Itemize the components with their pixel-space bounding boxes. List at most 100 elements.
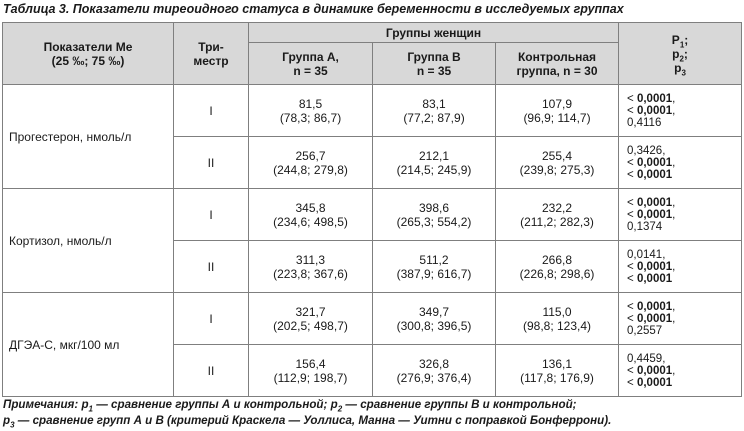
median-value: 255,4 xyxy=(542,148,573,163)
p-value: 0,0141, xyxy=(627,248,666,261)
quartile-range: (98,8; 123,4) xyxy=(522,318,592,333)
value-cell-a: 81,5 (78,3; 86,7) xyxy=(248,84,373,137)
quartile-range: (112,9; 198,7) xyxy=(273,370,348,385)
p-value: 0,2557 xyxy=(627,324,663,337)
p-value: 0,3426, xyxy=(627,144,666,157)
median-value: 511,2 xyxy=(419,252,449,267)
median-value: 136,1 xyxy=(542,356,573,371)
notes-line-2: p3 — сравнение групп А и В (критерий Кра… xyxy=(3,414,612,430)
median-value: 311,3 xyxy=(295,252,326,267)
p-value: < 0,0001 xyxy=(627,272,673,285)
median-value: 212,1 xyxy=(418,148,450,163)
quartile-range: (117,8; 176,9) xyxy=(520,370,594,385)
p-value-cell: < 0,0001, < 0,0001, 0,2557 xyxy=(618,292,743,345)
indicator-cell: Кортизол, нмоль/л xyxy=(2,188,174,293)
p-value: 0,1374 xyxy=(627,220,663,233)
header-trimester: Три- местр xyxy=(173,22,249,85)
quartile-range: (214,5; 245,9) xyxy=(396,162,472,177)
median-value: 321,7 xyxy=(295,304,326,319)
value-cell-b: 511,2 (387,9; 616,7) xyxy=(372,240,496,293)
p-label-1: P1; xyxy=(671,32,689,49)
trimester-cell: II xyxy=(173,240,249,293)
quartile-range: (387,9; 616,7) xyxy=(396,266,472,281)
value-cell-c: 232,2 (211,2; 282,3) xyxy=(494,188,620,241)
value-cell-c: 115,0 (98,8; 123,4) xyxy=(494,292,620,345)
header-group-a: Группа А, n = 35 xyxy=(248,42,373,85)
notes-line-1: Примечания: p1 — сравнение группы А и ко… xyxy=(3,398,577,414)
p-value: < 0,0001 xyxy=(627,376,673,389)
table-row: Кортизол, нмоль/л I 345,8 (234,6; 498,5) 398… xyxy=(2,188,743,293)
median-value: 156,4 xyxy=(295,356,326,371)
trimester-cell: II xyxy=(173,344,249,397)
quartile-range: (226,8; 298,6) xyxy=(519,266,595,281)
p-value: < 0,0001, xyxy=(627,300,676,313)
table-row: Прогестерон, нмоль/л I 81,5 (78,3; 86,7) 83,… xyxy=(2,84,743,189)
table-row: II 256,7 (244,8; 279,8) 212,1 (214,5; 245,9)… xyxy=(3,136,743,189)
p-value: < 0,0001, xyxy=(627,208,676,221)
p-value: < 0,0001, xyxy=(627,260,676,273)
value-cell-c: 136,1 (117,8; 176,9) xyxy=(494,344,620,397)
median-value: 349,7 xyxy=(418,304,450,319)
quartile-range: (239,8; 275,3) xyxy=(519,162,595,177)
table-notes: Примечания: p1 — сравнение группы А и ко… xyxy=(3,397,743,429)
value-cell-a: 321,7 (202,5; 498,7) xyxy=(248,292,373,345)
median-value: 115,0 xyxy=(542,304,572,319)
value-cell-c: 255,4 (239,8; 275,3) xyxy=(494,136,620,189)
header-indicator: Показатели Ме (25 ‰; 75 ‰) xyxy=(2,22,174,85)
p-value: < 0,0001, xyxy=(627,92,676,105)
table-row: ДГЭА-С, мкг/100 мл I 321,7 (202,5; 498,7) 34… xyxy=(2,292,743,397)
quartile-range: (96,9; 114,7) xyxy=(523,110,591,125)
value-cell-b: 349,7 (300,8; 396,5) xyxy=(372,292,496,345)
value-cell-a: 156,4 (112,9; 198,7) xyxy=(248,344,373,397)
p-value-cell: 0,4459, < 0,0001, < 0,0001 xyxy=(618,344,743,397)
quartile-range: (202,5; 498,7) xyxy=(273,318,348,333)
quartile-range: (300,8; 396,5) xyxy=(396,318,472,333)
quartile-range: (77,2; 87,9) xyxy=(403,110,465,125)
median-value: 398,6 xyxy=(418,200,450,215)
median-value: 326,8 xyxy=(418,356,450,371)
value-cell-c: 266,8 (226,8; 298,6) xyxy=(494,240,620,293)
quartile-range: (276,9; 376,4) xyxy=(396,370,472,385)
quartile-range: (223,8; 367,6) xyxy=(273,266,348,281)
table-row: II 156,4 (112,9; 198,7) 326,8 (276,9; 376,4)… xyxy=(3,344,743,397)
table-caption: Таблица 3. Показатели тиреоидного статус… xyxy=(3,2,624,16)
median-value: 81,5 xyxy=(298,96,323,111)
trimester-cell: I xyxy=(173,188,249,241)
header-p-values: P1; p2; p3 xyxy=(618,22,743,85)
median-value: 345,8 xyxy=(295,200,326,215)
p-value-cell: 0,3426, < 0,0001, < 0,0001 xyxy=(618,136,743,189)
p-value: 0,4459, xyxy=(627,352,666,365)
indicator-cell: ДГЭА-С, мкг/100 мл xyxy=(2,292,174,397)
trimester-cell: I xyxy=(173,84,249,137)
p-value: < 0,0001, xyxy=(627,312,676,325)
quartile-range: (234,6; 498,5) xyxy=(273,214,348,229)
header-groups-title: Группы женщин xyxy=(247,22,620,43)
median-value: 232,2 xyxy=(542,200,573,215)
p-label-2: p2; xyxy=(672,46,688,63)
value-cell-a: 311,3 (223,8; 367,6) xyxy=(248,240,373,293)
indicator-cell: Прогестерон, нмоль/л xyxy=(2,84,174,189)
table-row: II 311,3 (223,8; 367,6) 511,2 (387,9; 616,7)… xyxy=(3,240,743,293)
p-value: 0,4116 xyxy=(627,116,662,129)
trimester-cell: I xyxy=(173,292,249,345)
p-value: < 0,0001, xyxy=(627,104,676,117)
p-value: < 0,0001, xyxy=(627,156,676,169)
p-value: < 0,0001 xyxy=(627,168,673,181)
p-value-cell: < 0,0001, < 0,0001, 0,1374 xyxy=(618,188,743,241)
value-cell-b: 212,1 (214,5; 245,9) xyxy=(372,136,496,189)
header-group-b: Группа В n = 35 xyxy=(372,42,496,85)
median-value: 256,7 xyxy=(295,148,326,163)
value-cell-b: 398,6 (265,3; 554,2) xyxy=(372,188,496,241)
value-cell-a: 256,7 (244,8; 279,8) xyxy=(248,136,373,189)
p-label-3: p3 xyxy=(674,60,686,77)
quartile-range: (265,3; 554,2) xyxy=(396,214,472,229)
median-value: 83,1 xyxy=(422,96,446,111)
data-table: Показатели Ме (25 ‰; 75 ‰) Три- местр Гр… xyxy=(2,22,743,397)
header-group-control: Контрольная группа, n = 30 xyxy=(494,42,620,85)
value-cell-b: 326,8 (276,9; 376,4) xyxy=(372,344,496,397)
value-cell-b: 83,1 (77,2; 87,9) xyxy=(372,84,496,137)
value-cell-c: 107,9 (96,9; 114,7) xyxy=(494,84,620,137)
quartile-range: (211,2; 282,3) xyxy=(520,214,594,229)
value-cell-a: 345,8 (234,6; 498,5) xyxy=(248,188,373,241)
median-value: 266,8 xyxy=(542,252,573,267)
